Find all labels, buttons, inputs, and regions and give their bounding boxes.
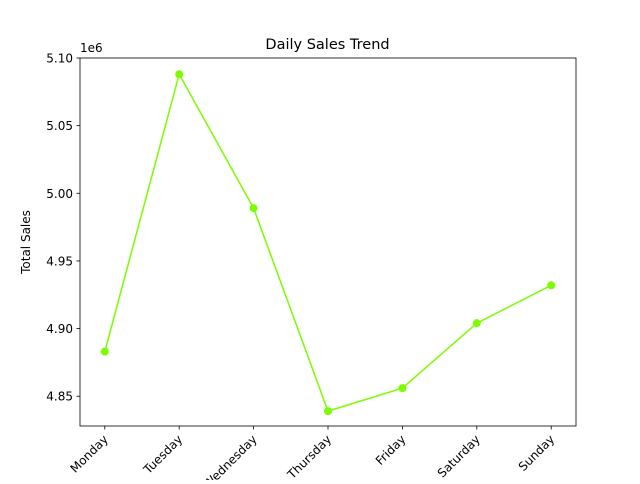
- data-point: [472, 319, 481, 328]
- y-tick-label: 4.95: [46, 254, 73, 268]
- data-point: [398, 384, 407, 393]
- y-tick-label: 5.10: [46, 52, 73, 66]
- y-tick-label: 5.05: [46, 119, 73, 133]
- data-point: [249, 204, 258, 213]
- x-tick-label: Sunday: [516, 432, 558, 474]
- y-tick-label: 4.85: [46, 390, 73, 404]
- x-axis-ticks: Monday Tuesday Wednesday Thursday Friday Satu…: [68, 426, 558, 484]
- plot-area-frame: [79, 57, 577, 427]
- y-axis-offset-text: 1e6: [80, 41, 103, 55]
- x-tick-label: Thursday: [284, 432, 334, 480]
- x-tick-label: Tuesday: [140, 432, 185, 477]
- chart-title: Daily Sales Trend: [265, 37, 389, 53]
- y-tick-label: 4.90: [46, 322, 73, 336]
- data-point: [100, 347, 109, 356]
- x-tick-label: Wednesday: [201, 432, 260, 480]
- y-axis-label: Total Sales: [19, 210, 33, 275]
- data-point: [547, 281, 556, 290]
- x-tick-label: Monday: [68, 432, 111, 475]
- series-layer: [100, 70, 556, 416]
- series-line: [104, 73, 552, 412]
- data-point: [324, 407, 332, 416]
- x-tick-label: Friday: [373, 432, 409, 468]
- y-axis-ticks: 4.85 4.90 4.95 5.00 5.05 5.10: [46, 52, 80, 404]
- data-point: [175, 70, 184, 79]
- x-tick-label: Saturday: [435, 432, 483, 480]
- y-tick-label: 5.00: [46, 187, 73, 201]
